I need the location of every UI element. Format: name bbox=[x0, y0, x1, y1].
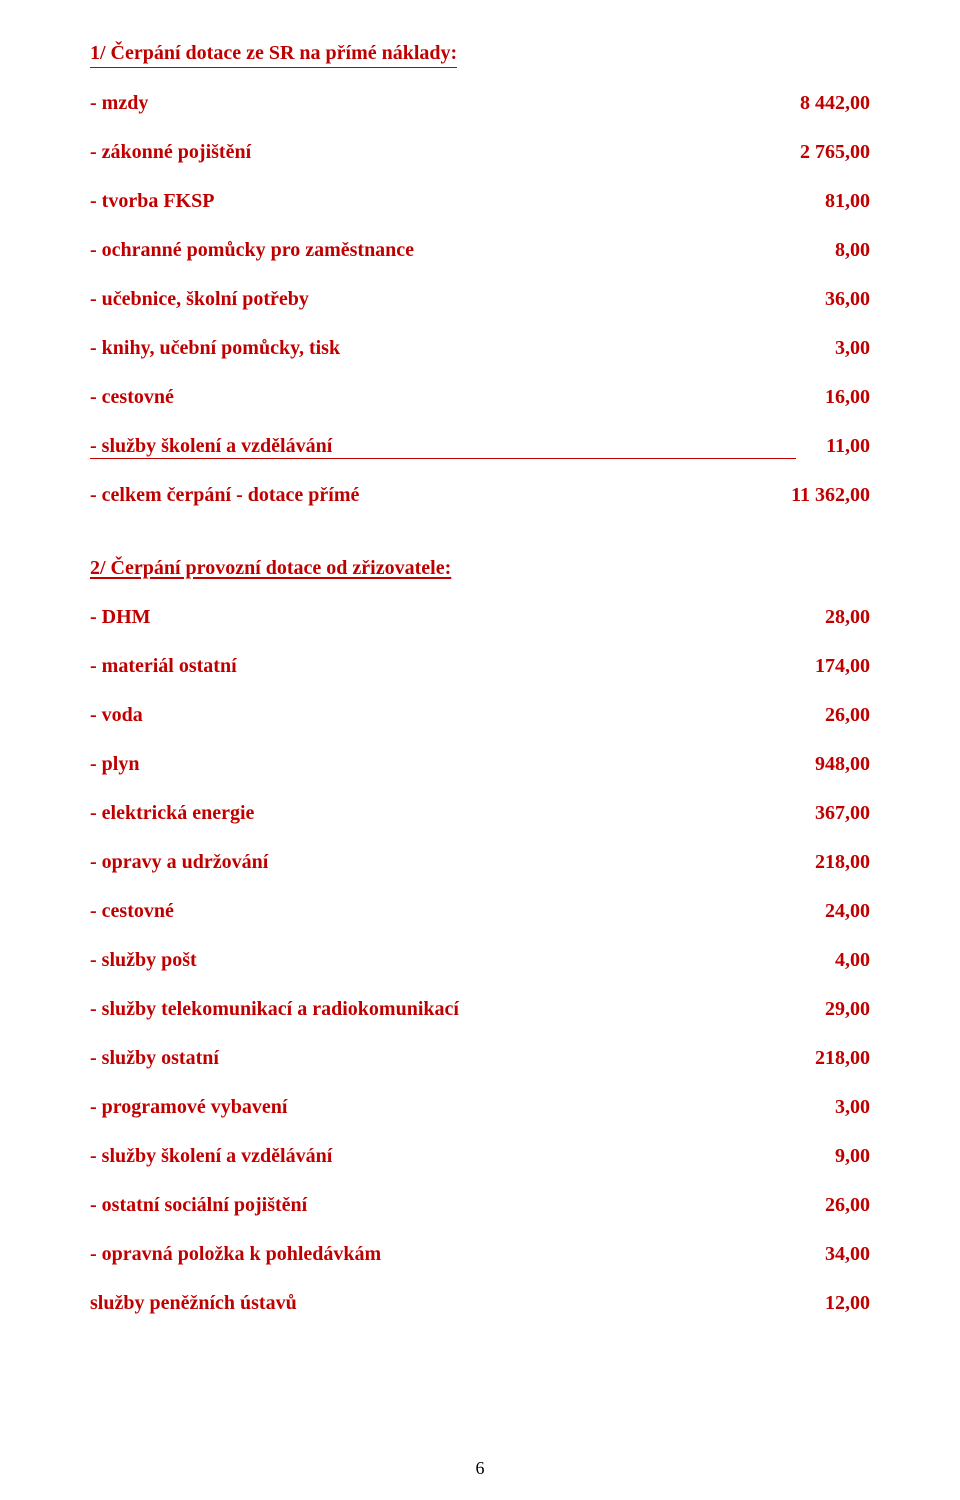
line-item: - ostatní sociální pojištění 26,00 bbox=[90, 1192, 870, 1219]
line-item: - materiál ostatní 174,00 bbox=[90, 653, 870, 680]
line-item: - opravy a udržování 218,00 bbox=[90, 849, 870, 876]
page-number: 6 bbox=[476, 1456, 485, 1480]
line-item: - cestovné 16,00 bbox=[90, 384, 870, 411]
item-value: 948,00 bbox=[815, 751, 870, 778]
item-label: - služby ostatní bbox=[90, 1045, 815, 1072]
total-value: 11 362,00 bbox=[791, 482, 870, 509]
total-label: - celkem čerpání - dotace přímé bbox=[90, 482, 791, 509]
line-item: - DHM 28,00 bbox=[90, 604, 870, 631]
item-value: 2 765,00 bbox=[800, 139, 870, 166]
item-label: - cestovné bbox=[90, 898, 825, 925]
item-label: - cestovné bbox=[90, 384, 825, 411]
item-label: - služby školení a vzdělávání bbox=[90, 435, 332, 457]
section1-heading-text: 1/ Čerpání dotace ze SR na přímé náklady… bbox=[90, 40, 457, 68]
section1-heading: 1/ Čerpání dotace ze SR na přímé náklady… bbox=[90, 40, 870, 68]
item-value: 3,00 bbox=[835, 335, 870, 362]
line-item: - služby školení a vzdělávání 9,00 bbox=[90, 1143, 870, 1170]
line-item: - plyn 948,00 bbox=[90, 751, 870, 778]
item-label: - služby školení a vzdělávání bbox=[90, 1143, 835, 1170]
item-value: 174,00 bbox=[815, 653, 870, 680]
item-value: 4,00 bbox=[835, 947, 870, 974]
item-label: - služby pošt bbox=[90, 947, 835, 974]
item-label: služby peněžních ústavů bbox=[90, 1290, 825, 1317]
item-label: - tvorba FKSP bbox=[90, 188, 825, 215]
item-value: 218,00 bbox=[815, 849, 870, 876]
item-value: 3,00 bbox=[835, 1094, 870, 1121]
line-item: - programové vybavení 3,00 bbox=[90, 1094, 870, 1121]
item-value: 218,00 bbox=[815, 1045, 870, 1072]
item-label: - služby telekomunikací a radiokomunikac… bbox=[90, 996, 825, 1023]
item-label: - programové vybavení bbox=[90, 1094, 835, 1121]
item-value: 36,00 bbox=[825, 286, 870, 313]
line-item: - cestovné 24,00 bbox=[90, 898, 870, 925]
item-value: 81,00 bbox=[825, 188, 870, 215]
line-item: - učebnice, školní potřeby 36,00 bbox=[90, 286, 870, 313]
item-label: - mzdy bbox=[90, 90, 800, 117]
item-value: 29,00 bbox=[825, 996, 870, 1023]
item-value: 34,00 bbox=[825, 1241, 870, 1268]
item-label: - elektrická energie bbox=[90, 800, 815, 827]
item-label: - zákonné pojištění bbox=[90, 139, 800, 166]
section-gap bbox=[90, 531, 870, 549]
line-item: - služby pošt 4,00 bbox=[90, 947, 870, 974]
line-item: - knihy, učební pomůcky, tisk 3,00 bbox=[90, 335, 870, 362]
line-item: - ochranné pomůcky pro zaměstnance 8,00 bbox=[90, 237, 870, 264]
item-value: 9,00 bbox=[835, 1143, 870, 1170]
line-item: - opravná položka k pohledávkám 34,00 bbox=[90, 1241, 870, 1268]
item-label: - knihy, učební pomůcky, tisk bbox=[90, 335, 835, 362]
item-value: 12,00 bbox=[825, 1290, 870, 1317]
item-label: - učebnice, školní potřeby bbox=[90, 286, 825, 313]
item-value: 26,00 bbox=[825, 1192, 870, 1219]
line-item: služby peněžních ústavů 12,00 bbox=[90, 1290, 870, 1317]
line-item: - voda 26,00 bbox=[90, 702, 870, 729]
item-label: - voda bbox=[90, 702, 825, 729]
line-item: - zákonné pojištění 2 765,00 bbox=[90, 139, 870, 166]
section2-heading: 2/ Čerpání provozní dotace od zřizovatel… bbox=[90, 555, 870, 582]
item-value: 28,00 bbox=[825, 604, 870, 631]
line-item: - tvorba FKSP 81,00 bbox=[90, 188, 870, 215]
item-value: 367,00 bbox=[815, 800, 870, 827]
item-label: - ostatní sociální pojištění bbox=[90, 1192, 825, 1219]
line-item: - elektrická energie 367,00 bbox=[90, 800, 870, 827]
item-label: - materiál ostatní bbox=[90, 653, 815, 680]
section1-total: - celkem čerpání - dotace přímé 11 362,0… bbox=[90, 482, 870, 509]
item-value: 8,00 bbox=[835, 237, 870, 264]
line-item-underlined: - služby školení a vzdělávání 11,00 bbox=[90, 433, 870, 460]
item-value: 8 442,00 bbox=[800, 90, 870, 117]
line-item: - služby ostatní 218,00 bbox=[90, 1045, 870, 1072]
document-page: 1/ Čerpání dotace ze SR na přímé náklady… bbox=[0, 0, 960, 1500]
item-value: 16,00 bbox=[825, 384, 870, 411]
item-value: 24,00 bbox=[825, 898, 870, 925]
item-value: 26,00 bbox=[825, 702, 870, 729]
item-value: 11,00 bbox=[796, 433, 870, 460]
line-item: - služby telekomunikací a radiokomunikac… bbox=[90, 996, 870, 1023]
item-label: - opravy a udržování bbox=[90, 849, 815, 876]
item-label: - opravná položka k pohledávkám bbox=[90, 1241, 825, 1268]
item-label: - ochranné pomůcky pro zaměstnance bbox=[90, 237, 835, 264]
item-label: - DHM bbox=[90, 604, 825, 631]
line-item: - mzdy 8 442,00 bbox=[90, 90, 870, 117]
item-label: - plyn bbox=[90, 751, 815, 778]
